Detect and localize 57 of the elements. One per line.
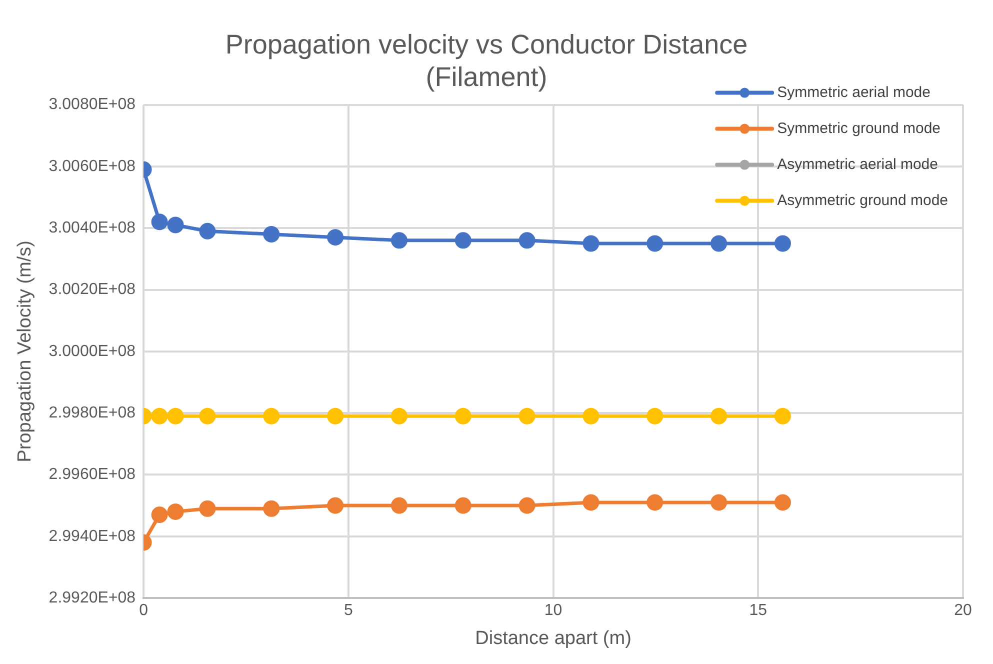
point bbox=[774, 408, 791, 424]
point bbox=[327, 408, 344, 424]
x-axis-title: Distance apart (m) bbox=[475, 628, 632, 649]
point bbox=[582, 408, 600, 424]
y-tick-label: 2.9920E+08 bbox=[48, 589, 136, 606]
point bbox=[390, 408, 408, 424]
legend-label: Symmetric aerial mode bbox=[777, 84, 930, 101]
y-tick-label: 2.9940E+08 bbox=[48, 528, 136, 545]
legend-label: Asymmetric aerial mode bbox=[777, 156, 938, 173]
point bbox=[710, 408, 728, 424]
x-tick-label: 15 bbox=[749, 602, 768, 620]
point bbox=[151, 214, 168, 230]
y-tick-label: 3.0020E+08 bbox=[48, 281, 136, 298]
point bbox=[151, 506, 168, 524]
y-tick-label: 3.0080E+08 bbox=[48, 96, 136, 114]
x-tick-label: 20 bbox=[954, 602, 972, 620]
point bbox=[199, 408, 216, 424]
point bbox=[454, 408, 472, 424]
point bbox=[646, 235, 664, 252]
y-tick-label: 3.0060E+08 bbox=[48, 158, 136, 175]
point bbox=[167, 503, 184, 520]
point bbox=[263, 408, 280, 424]
x-tick-label: 0 bbox=[139, 602, 148, 620]
point bbox=[518, 232, 536, 249]
y-tick-label: 3.0040E+08 bbox=[48, 220, 136, 237]
point bbox=[167, 408, 184, 424]
y-tick-label: 2.9960E+08 bbox=[48, 466, 136, 484]
point bbox=[454, 497, 472, 514]
point bbox=[327, 229, 344, 246]
x-tick-label: 10 bbox=[544, 602, 562, 620]
point bbox=[454, 232, 472, 249]
point bbox=[263, 226, 280, 243]
y-tick-label: 3.0000E+08 bbox=[48, 342, 136, 360]
point bbox=[646, 408, 664, 424]
point bbox=[151, 408, 168, 424]
point bbox=[582, 235, 600, 252]
point bbox=[710, 494, 728, 511]
point bbox=[774, 494, 791, 511]
legend-label: Asymmetric ground mode bbox=[777, 192, 948, 209]
point bbox=[582, 494, 600, 511]
point bbox=[327, 497, 344, 514]
point bbox=[199, 500, 216, 517]
point bbox=[710, 235, 728, 252]
point bbox=[518, 497, 536, 514]
y-axis-title: Propagation Velocity (m/s) bbox=[14, 240, 36, 462]
point bbox=[518, 408, 536, 424]
point bbox=[263, 500, 280, 517]
point bbox=[646, 494, 664, 511]
point bbox=[167, 216, 184, 234]
point bbox=[774, 235, 791, 252]
x-tick-label: 5 bbox=[344, 602, 353, 620]
point bbox=[390, 497, 408, 514]
point bbox=[390, 232, 408, 249]
chart-title: Propagation velocity vs Conductor Distance (Filament) bbox=[225, 30, 748, 92]
point bbox=[199, 222, 216, 240]
y-tick-label: 2.9980E+08 bbox=[48, 404, 136, 422]
legend-label: Symmetric ground mode bbox=[777, 120, 941, 137]
